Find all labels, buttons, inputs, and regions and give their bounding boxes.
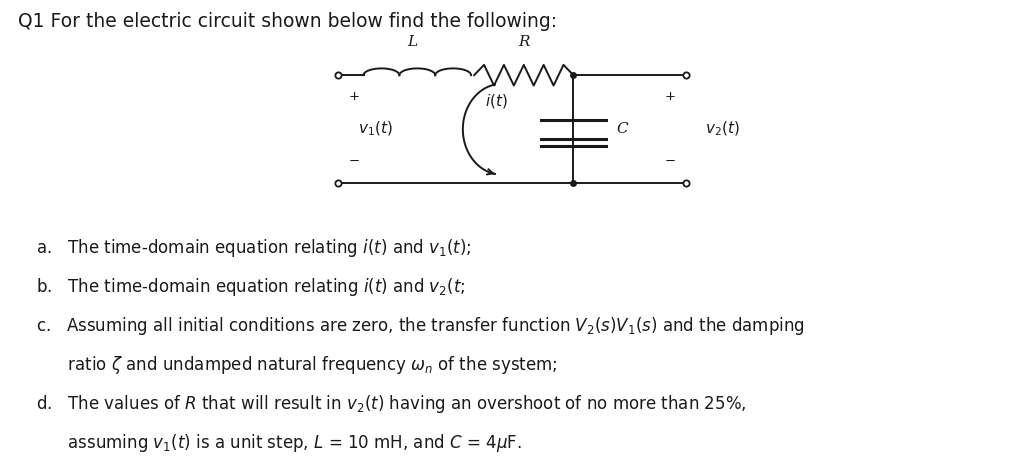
Text: −: − <box>665 155 676 168</box>
Text: +: + <box>665 90 676 103</box>
Text: b.   The time-domain equation relating $i(t)$ and $v_2(t$;: b. The time-domain equation relating $i(… <box>36 276 465 298</box>
Text: $v_2(t)$: $v_2(t)$ <box>705 120 739 139</box>
Text: assuming $v_1(t)$ is a unit step, $L$ = 10 mH, and $C$ = 4$\mu$F.: assuming $v_1(t)$ is a unit step, $L$ = … <box>36 432 521 454</box>
Text: a.   The time-domain equation relating $i(t)$ and $v_1(t)$;: a. The time-domain equation relating $i(… <box>36 237 471 259</box>
Text: $i(t)$: $i(t)$ <box>485 93 508 110</box>
Text: R: R <box>518 35 529 49</box>
Text: L: L <box>408 35 417 49</box>
Text: c.   Assuming all initial conditions are zero, the transfer function $V_2(s)V_1(: c. Assuming all initial conditions are z… <box>36 315 805 337</box>
Text: C: C <box>616 122 628 136</box>
Text: ratio $\zeta$ and undamped natural frequency $\omega_n$ of the system;: ratio $\zeta$ and undamped natural frequ… <box>36 354 557 376</box>
Text: Q1 For the electric circuit shown below find the following:: Q1 For the electric circuit shown below … <box>18 12 557 31</box>
Text: −: − <box>348 155 359 168</box>
Text: d.   The values of $R$ that will result in $v_2(t)$ having an overshoot of no mo: d. The values of $R$ that will result in… <box>36 393 746 415</box>
Text: $v_1(t)$: $v_1(t)$ <box>358 120 393 139</box>
Text: +: + <box>348 90 359 103</box>
